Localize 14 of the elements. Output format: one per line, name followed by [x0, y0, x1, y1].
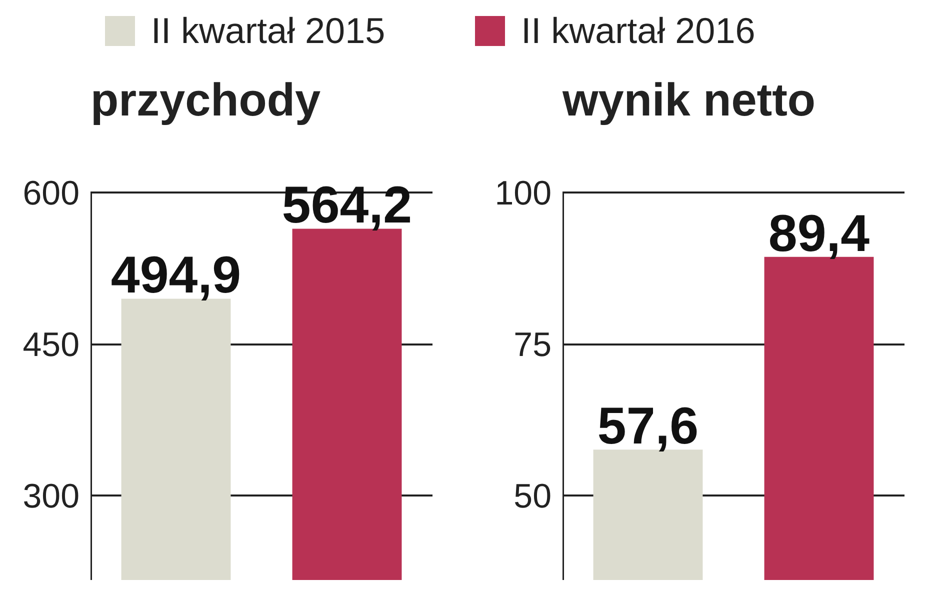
- chart-title: przychody: [90, 74, 321, 126]
- data-label: 57,6: [597, 398, 699, 456]
- y-tick-label: 300: [22, 478, 80, 516]
- y-tick-label: 600: [22, 174, 80, 213]
- y-tick-label: 450: [22, 326, 80, 364]
- legend-label: II kwartał 2015: [151, 9, 386, 53]
- data-label: 494,9: [110, 246, 242, 305]
- legend-label: II kwartał 2016: [521, 9, 756, 53]
- y-tick-label: 75: [514, 326, 552, 364]
- y-tick-label: 50: [514, 478, 552, 516]
- y-tick-label: 100: [494, 174, 552, 213]
- data-label: 564,2: [282, 176, 412, 235]
- data-label: 89,4: [768, 204, 870, 263]
- chart-title: wynik netto: [562, 74, 816, 126]
